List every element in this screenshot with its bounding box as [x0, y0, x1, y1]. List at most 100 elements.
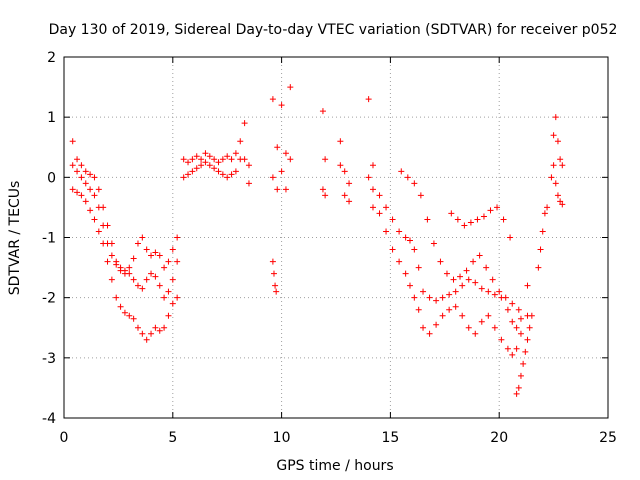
series-N: [535, 114, 566, 271]
data-point: [420, 324, 427, 331]
data-point: [465, 324, 472, 331]
data-point: [369, 162, 376, 169]
data-point: [232, 168, 239, 175]
data-point: [337, 138, 344, 145]
data-point: [241, 120, 248, 127]
data-point: [459, 282, 466, 289]
data-point: [411, 180, 418, 187]
data-point: [165, 258, 172, 265]
data-point: [376, 192, 383, 199]
data-point: [424, 216, 431, 223]
data-point: [139, 234, 146, 241]
data-point: [274, 186, 281, 193]
plot-frame: [63, 56, 609, 419]
x-tick-label: 10: [273, 430, 291, 446]
data-point: [269, 96, 276, 103]
data-point: [559, 162, 566, 169]
data-point: [509, 351, 516, 358]
data-point: [515, 306, 522, 313]
x-tick-label: 15: [381, 430, 399, 446]
data-point: [459, 312, 466, 319]
data-point: [346, 198, 353, 205]
data-point: [554, 192, 561, 199]
data-point: [509, 300, 516, 307]
data-point: [108, 252, 115, 259]
data-point: [139, 285, 146, 292]
data-point: [517, 315, 524, 322]
data-point: [404, 174, 411, 181]
data-point: [143, 246, 150, 253]
data-point: [500, 216, 507, 223]
data-point: [439, 312, 446, 319]
axis-ticks: 0 5 10 15 20 25 -4 -3 -2 -1 0 1 2: [42, 50, 617, 446]
data-point: [117, 303, 124, 310]
data-point: [78, 192, 85, 199]
data-point: [87, 207, 94, 214]
series-O: [550, 162, 566, 208]
data-points: [69, 84, 566, 397]
data-point: [474, 216, 481, 223]
series-D: [180, 138, 244, 166]
data-point: [513, 345, 520, 352]
data-point: [224, 153, 231, 160]
data-point: [117, 264, 124, 271]
data-point: [517, 372, 524, 379]
data-point: [365, 96, 372, 103]
data-point: [396, 228, 403, 235]
y-tick-label: -3: [42, 351, 56, 367]
data-point: [369, 186, 376, 193]
data-point: [274, 144, 281, 151]
data-point: [156, 252, 163, 259]
data-point: [491, 291, 498, 298]
data-point: [461, 222, 468, 229]
series-G: [241, 156, 376, 211]
data-point: [383, 204, 390, 211]
data-point: [417, 192, 424, 199]
data-point: [185, 171, 192, 178]
data-point: [278, 168, 285, 175]
x-tick-label: 5: [168, 430, 177, 446]
data-point: [278, 102, 285, 109]
data-point: [450, 276, 457, 283]
data-point: [148, 270, 155, 277]
data-point: [237, 138, 244, 145]
data-point: [165, 288, 172, 295]
data-point: [156, 327, 163, 334]
data-point: [282, 186, 289, 193]
data-point: [446, 306, 453, 313]
data-point: [148, 330, 155, 337]
data-point: [219, 156, 226, 163]
data-point: [78, 162, 85, 169]
data-point: [550, 162, 557, 169]
data-point: [504, 345, 511, 352]
data-point: [69, 186, 76, 193]
data-point: [269, 258, 276, 265]
data-point: [498, 336, 505, 343]
data-point: [100, 240, 107, 247]
series-K: [398, 168, 522, 313]
data-point: [134, 282, 141, 289]
data-point: [165, 312, 172, 319]
data-point: [439, 294, 446, 301]
data-point: [430, 240, 437, 247]
data-point: [95, 228, 102, 235]
x-axis-label: GPS time / hours: [276, 458, 393, 474]
data-point: [550, 132, 557, 139]
data-point: [554, 138, 561, 145]
data-point: [152, 324, 159, 331]
series-F: [241, 84, 376, 187]
data-point: [524, 282, 531, 289]
data-point: [69, 138, 76, 145]
data-point: [69, 162, 76, 169]
data-point: [557, 156, 564, 163]
data-point: [100, 222, 107, 229]
data-point: [121, 309, 128, 316]
data-point: [282, 150, 289, 157]
data-point: [232, 150, 239, 157]
data-point: [502, 294, 509, 301]
data-point: [270, 270, 277, 277]
data-point: [322, 156, 329, 163]
data-point: [415, 306, 422, 313]
data-point: [156, 282, 163, 289]
